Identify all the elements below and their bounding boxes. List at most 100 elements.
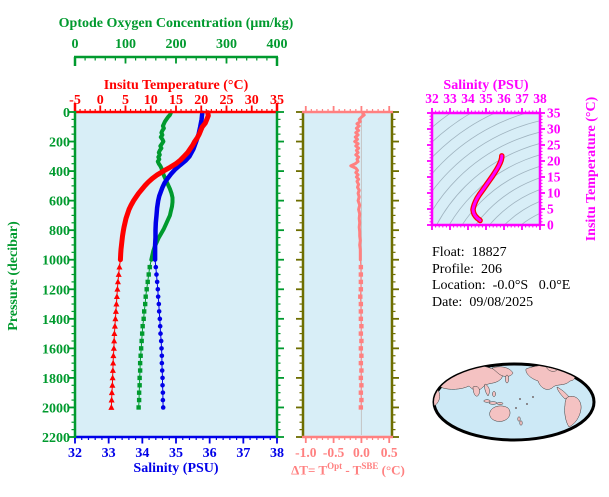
- float-id-row: Float: 18827: [432, 245, 570, 262]
- location-label: Location:: [432, 278, 486, 293]
- location-value: -0.0°S 0.0°E: [492, 278, 571, 293]
- svg-text:0: 0: [97, 93, 104, 108]
- svg-text:1000: 1000: [42, 254, 70, 269]
- temperature-profile: [108, 110, 211, 410]
- map-japan: [505, 374, 509, 384]
- svg-text:38: 38: [270, 446, 284, 461]
- svg-text:0.0: 0.0: [353, 445, 370, 460]
- svg-text:20: 20: [194, 93, 208, 108]
- map-australia: [489, 405, 511, 422]
- profile-value: 206: [481, 261, 502, 277]
- map-ne-asia: [491, 366, 514, 377]
- map-pacific-island: [526, 403, 528, 405]
- location-row: Location: -0.0°S 0.0°E: [432, 278, 570, 295]
- svg-text:0.5: 0.5: [381, 445, 398, 460]
- svg-text:37: 37: [236, 446, 250, 461]
- svg-text:200: 200: [166, 37, 187, 52]
- svg-text:200: 200: [49, 136, 70, 151]
- svg-text:1400: 1400: [42, 313, 70, 328]
- date-row: Date: 09/08/2025: [432, 295, 570, 312]
- float-info-block: Float: 18827 Profile: 206 Location: -0.0°S …: [432, 245, 570, 311]
- svg-text:20: 20: [547, 154, 561, 169]
- svg-text:-5: -5: [69, 93, 81, 108]
- svg-text:30: 30: [245, 93, 259, 108]
- svg-text:38: 38: [533, 91, 547, 106]
- delta-formula-part: (°C): [378, 462, 405, 478]
- svg-text:25: 25: [220, 93, 234, 108]
- map-south-america: [564, 396, 582, 428]
- svg-text:400: 400: [267, 37, 288, 52]
- ts-salinity-title: Salinity (PSU): [443, 78, 529, 93]
- profile-label: Profile:: [432, 261, 474, 277]
- svg-text:15: 15: [547, 170, 561, 185]
- svg-text:35: 35: [547, 106, 561, 121]
- svg-text:10: 10: [547, 186, 561, 201]
- svg-text:33: 33: [102, 446, 116, 461]
- svg-text:600: 600: [49, 195, 70, 210]
- svg-text:0: 0: [72, 37, 79, 52]
- map-indochina: [484, 383, 490, 397]
- svg-text:300: 300: [216, 37, 237, 52]
- delta-t-profile: [349, 111, 366, 410]
- svg-text:15: 15: [169, 93, 183, 108]
- delta-formula-sup-opt: Opt: [327, 461, 343, 471]
- svg-text:2000: 2000: [42, 401, 70, 416]
- svg-text:800: 800: [49, 224, 70, 239]
- oxygen-axis-title: Optode Oxygen Concentration (μm/kg): [58, 16, 294, 31]
- map-pacific-island: [519, 398, 521, 400]
- map-pacific-island: [532, 396, 534, 398]
- map-indonesia: [488, 401, 498, 405]
- world-map: [432, 362, 596, 442]
- svg-text:32: 32: [68, 446, 82, 461]
- svg-text:-1.0: -1.0: [295, 445, 317, 460]
- map-indonesia: [496, 402, 504, 405]
- map-new-zealand: [517, 416, 521, 422]
- svg-text:0: 0: [547, 218, 554, 233]
- svg-text:36: 36: [497, 91, 511, 106]
- svg-text:37: 37: [515, 91, 529, 106]
- float-id-value: 18827: [471, 245, 507, 260]
- ts-curve: [470, 153, 505, 224]
- svg-text:32: 32: [425, 91, 439, 106]
- map-india: [472, 386, 480, 397]
- svg-text:-0.5: -0.5: [323, 445, 345, 460]
- salinity-axis-title: Salinity (PSU): [133, 461, 219, 476]
- svg-text:100: 100: [115, 37, 136, 52]
- date-label: Date:: [432, 294, 463, 310]
- delta-formula-part: - T: [342, 462, 362, 478]
- svg-text:10: 10: [144, 93, 158, 108]
- svg-text:36: 36: [203, 446, 217, 461]
- oxygen-profile: [136, 110, 175, 410]
- delta-formula-sup-sbe: SBE: [361, 461, 379, 471]
- svg-text:1800: 1800: [42, 372, 70, 387]
- svg-text:1600: 1600: [42, 342, 70, 357]
- map-pacific-island: [515, 407, 517, 409]
- svg-text:35: 35: [270, 93, 284, 108]
- svg-text:5: 5: [547, 202, 554, 217]
- svg-text:34: 34: [461, 91, 475, 106]
- float-id-label: Float:: [432, 245, 465, 260]
- temperature-axis-title: Insitu Temperature (°C): [103, 78, 249, 93]
- map-philippines: [492, 391, 496, 397]
- profile-row: Profile: 206: [432, 262, 570, 279]
- svg-text:2200: 2200: [42, 431, 70, 446]
- ts-temperature-label: Insitu Temperature (°C): [584, 96, 599, 242]
- svg-text:35: 35: [479, 91, 493, 106]
- svg-text:400: 400: [49, 165, 70, 180]
- map-new-zealand: [519, 420, 523, 426]
- date-value: 09/08/2025: [469, 294, 534, 310]
- svg-text:33: 33: [443, 91, 457, 106]
- svg-text:30: 30: [547, 122, 561, 137]
- svg-text:34: 34: [135, 446, 149, 461]
- delta-formula-part: ΔT= T: [291, 462, 328, 478]
- svg-text:25: 25: [547, 138, 561, 153]
- svg-text:1200: 1200: [42, 283, 70, 298]
- svg-text:0: 0: [63, 106, 70, 121]
- svg-text:35: 35: [169, 446, 183, 461]
- pressure-axis-label: Pressure (decibar): [6, 221, 21, 331]
- svg-text:5: 5: [122, 93, 129, 108]
- map-indonesia: [483, 399, 491, 403]
